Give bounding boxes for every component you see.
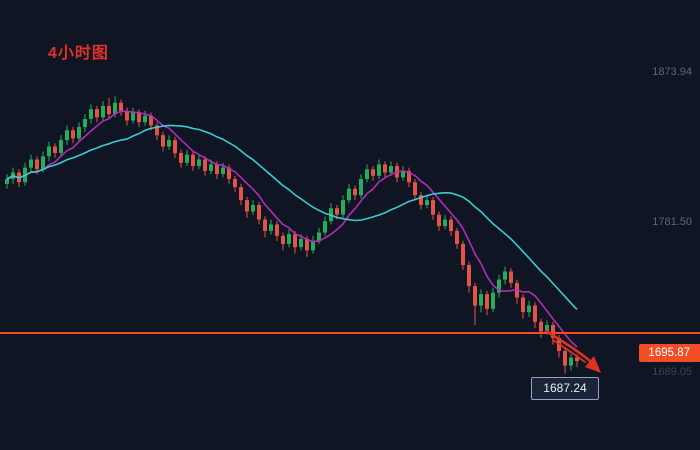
candle-body-up <box>377 164 381 176</box>
candle-body-down <box>335 208 339 215</box>
candle-body-down <box>107 106 111 115</box>
candle-body-up <box>59 140 63 154</box>
candle-body-down <box>467 265 471 287</box>
candle-body-up <box>479 294 483 306</box>
candle-body-up <box>131 112 135 121</box>
candle-body-down <box>551 325 555 338</box>
candle-body-up <box>347 188 351 201</box>
candle-body-down <box>239 187 243 201</box>
ma-line-slow <box>6 124 578 310</box>
candle-body-up <box>185 154 189 163</box>
candle-body-down <box>509 271 513 283</box>
candle-body-up <box>167 140 171 147</box>
candle-body-up <box>569 357 573 366</box>
candle-body-down <box>215 164 219 175</box>
candle-body-up <box>317 232 321 241</box>
candle-body-up <box>311 240 315 251</box>
candle-body-up <box>527 305 531 313</box>
candle-body-up <box>503 271 507 280</box>
candle-body-down <box>293 234 297 248</box>
candle-body-down <box>149 115 153 126</box>
candle-body-down <box>473 286 477 306</box>
candle-body-down <box>383 164 387 173</box>
candle-body-down <box>455 230 459 244</box>
candle-body-down <box>35 159 39 170</box>
candle-body-up <box>497 279 501 293</box>
candle-body-down <box>173 140 177 154</box>
candle-body-up <box>41 156 45 170</box>
candle-body-down <box>191 154 195 167</box>
candle-body-down <box>461 243 465 265</box>
candle-body-up <box>209 164 213 171</box>
candle-body-up <box>77 127 81 139</box>
candle-body-down <box>485 294 489 309</box>
down-arrow-head <box>585 356 601 373</box>
candle-body-up <box>401 170 405 178</box>
candle-body-down <box>521 297 525 313</box>
candle-body-down <box>53 146 57 153</box>
candle-body-down <box>227 167 231 179</box>
candle-body-down <box>119 102 123 111</box>
candle-body-down <box>233 179 237 188</box>
candle-body-up <box>101 106 105 118</box>
candle-body-down <box>179 153 183 163</box>
candle-body-up <box>389 166 393 173</box>
candle-body-down <box>563 351 567 366</box>
candle-body-up <box>269 224 273 231</box>
candle-body-down <box>71 130 75 139</box>
candle-body-down <box>419 195 423 205</box>
candle-body-down <box>281 235 285 244</box>
candle-body-down <box>431 200 435 215</box>
ma-line-fast <box>6 110 578 348</box>
candle-body-up <box>47 146 51 157</box>
candle-body-down <box>257 205 261 220</box>
candle-body-down <box>533 305 537 322</box>
candle-body-down <box>95 109 99 118</box>
candle-body-up <box>359 179 363 196</box>
candle-body-up <box>251 205 255 212</box>
down-arrow-annotation-stroke2 <box>552 339 586 363</box>
candle-body-up <box>365 169 369 179</box>
candle-body-down <box>275 224 279 236</box>
candle-body-down <box>407 170 411 183</box>
price-tag: 1695.87 <box>639 344 700 362</box>
candle-body-down <box>437 214 441 227</box>
candle-body-down <box>371 169 375 176</box>
candle-body-up <box>89 109 93 119</box>
down-arrow-annotation <box>544 329 592 363</box>
candle-body-up <box>287 234 291 244</box>
candle-body-down <box>245 200 249 212</box>
candle-body-up <box>545 325 549 332</box>
candle-body-up <box>491 292 495 309</box>
candle-body-down <box>539 321 543 332</box>
candle-body-down <box>125 110 129 121</box>
candle-body-down <box>575 357 579 361</box>
candle-body-up <box>341 200 345 215</box>
candle-body-up <box>443 219 447 227</box>
chart-title: 4小时图 <box>48 45 109 62</box>
candle-body-up <box>83 119 87 128</box>
candle-body-down <box>353 188 357 196</box>
candle-body-down <box>137 112 141 123</box>
candle-body-down <box>305 239 309 251</box>
candle-body-down <box>161 135 165 147</box>
candle-body-down <box>413 182 417 196</box>
candle-body-down <box>203 159 207 171</box>
candle-body-up <box>29 159 33 168</box>
candle-body-down <box>263 219 267 231</box>
candle-body-up <box>221 167 225 175</box>
candle-body-up <box>5 179 9 184</box>
candle-body-up <box>65 130 69 140</box>
candle-body-up <box>299 239 303 248</box>
candle-body-up <box>143 115 147 123</box>
candle-body-up <box>197 159 201 166</box>
candle-body-up <box>323 221 327 233</box>
candle-body-up <box>113 102 117 115</box>
candle-body-down <box>155 125 159 136</box>
candle-body-down <box>449 219 453 231</box>
price-callout: 1687.24 <box>531 377 599 400</box>
candle-body-up <box>425 200 429 205</box>
